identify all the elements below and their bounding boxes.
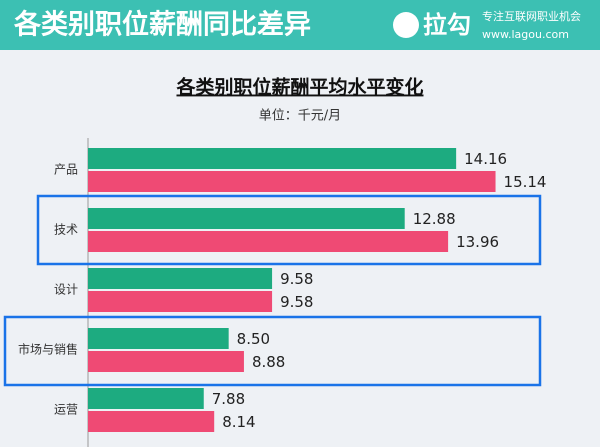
chart-title: 各类别职位薪酬平均水平变化 [175,76,423,99]
category-label: 产品 [54,163,78,177]
value-label: 15.14 [504,173,547,191]
category-label: 技术 [54,223,78,237]
value-label: 8.14 [222,413,255,431]
highlight-box [36,194,542,266]
value-label: 14.16 [464,150,507,168]
bar [88,291,273,312]
category-label: 市场与销售 [18,342,78,357]
value-label: 8.88 [252,353,285,371]
bar [88,411,215,432]
bar [88,268,273,289]
category-label: 设计 [54,283,78,297]
bar [88,328,229,349]
value-label: 13.96 [456,233,499,251]
value-label: 9.58 [280,270,313,288]
url: www.lagou.com [482,28,569,41]
bar [88,351,244,372]
value-label: 12.88 [413,210,456,228]
chart-subtitle: 单位：千元/月 [259,109,341,124]
bar [88,148,457,169]
banner [0,0,600,50]
logo-icon [393,12,419,38]
bar [88,208,405,229]
bar [88,388,204,409]
value-label: 7.88 [212,390,245,408]
bar [88,231,449,252]
banner-title: 各类别职位薪酬同比差异 [13,9,311,41]
slogan: 专注互联网职业机会 [482,9,581,23]
category-label: 运营 [54,403,78,417]
logo-text: 拉勾 [423,11,471,39]
value-label: 9.58 [280,293,313,311]
highlight-box [3,315,542,387]
bar [88,171,496,192]
value-label: 8.50 [237,330,270,348]
